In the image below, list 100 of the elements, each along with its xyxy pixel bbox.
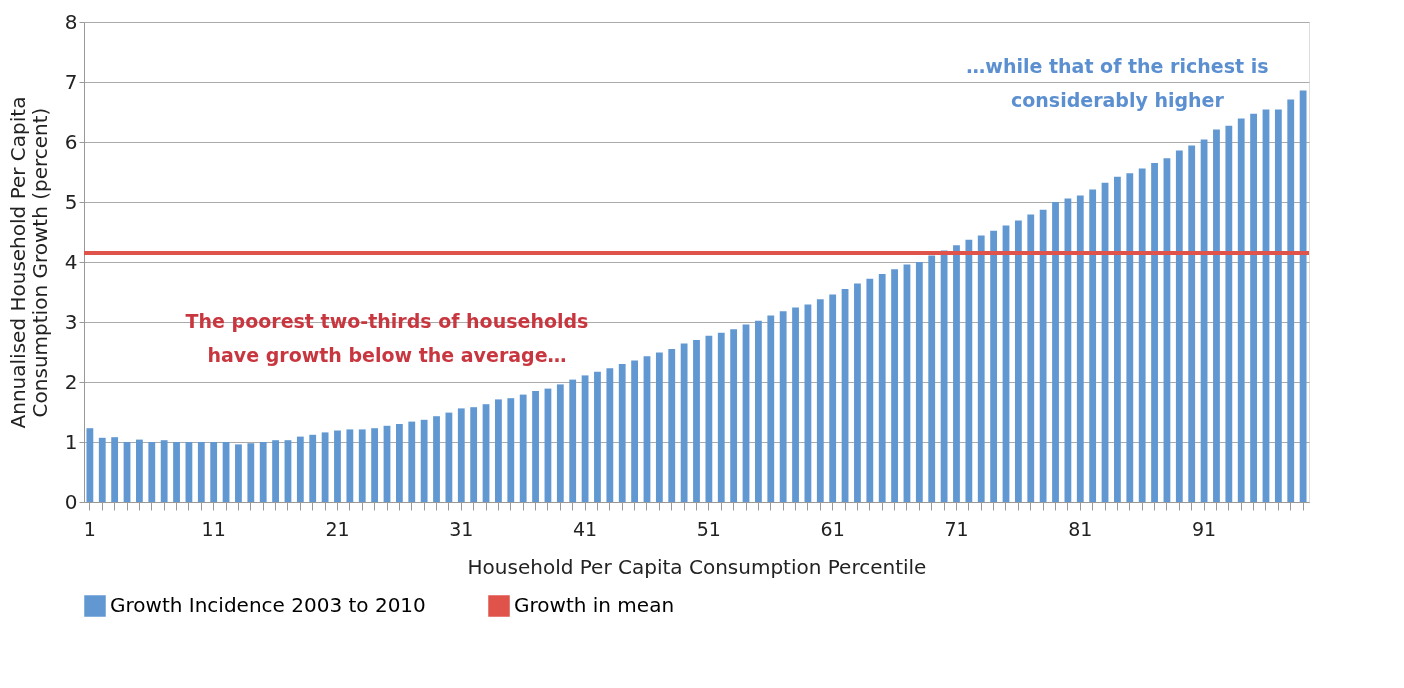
legend-label: Growth Incidence 2003 to 2010 (110, 593, 426, 617)
bar (1138, 168, 1146, 502)
bar (556, 384, 564, 502)
bar (767, 315, 775, 502)
y-axis-title: Annualised Household Per Capita Consumption Growth (percent) (5, 96, 52, 429)
bar (247, 443, 255, 502)
y-tick-label: 1 (64, 429, 78, 454)
bar (433, 416, 440, 502)
bar (829, 294, 837, 502)
bar (965, 239, 973, 502)
bar (197, 442, 205, 502)
y-tick-label: 6 (64, 129, 78, 154)
bar (445, 412, 453, 502)
bar (1287, 99, 1295, 502)
y-tick-label: 5 (64, 189, 78, 214)
y-tick-label: 3 (64, 309, 78, 334)
y-tick-label: 0 (64, 489, 78, 514)
bar (457, 408, 465, 502)
x-tick-label: 21 (325, 517, 350, 540)
bar (1237, 118, 1245, 502)
bar (173, 442, 180, 502)
annotation: The poorest two-thirds of households have growth below the average… (185, 310, 589, 366)
bar (272, 440, 279, 502)
bar (507, 398, 515, 502)
bar (953, 245, 960, 502)
bar (1151, 163, 1158, 502)
bar (854, 283, 861, 502)
bar (136, 439, 143, 502)
bar (259, 442, 267, 502)
x-tick-label: 31 (449, 517, 474, 540)
bar (618, 364, 626, 502)
x-tick-label: 11 (201, 517, 226, 540)
bar (1250, 113, 1257, 502)
bar (210, 442, 218, 502)
y-tick-label: 2 (64, 369, 78, 394)
bar (395, 424, 403, 502)
bar (816, 299, 824, 502)
bar (309, 434, 317, 502)
bar (717, 332, 725, 502)
bar (755, 320, 762, 502)
bar (1213, 129, 1220, 502)
bar (1114, 176, 1121, 502)
bar (1089, 189, 1097, 502)
bar (1175, 150, 1183, 502)
bar (866, 278, 874, 502)
bar (1126, 173, 1134, 502)
bar (98, 437, 106, 502)
bar (346, 429, 354, 502)
bar (321, 432, 329, 502)
bar (730, 329, 738, 502)
x-tick-label: 71 (944, 517, 969, 540)
bar (792, 307, 799, 502)
y-tick-label: 4 (64, 249, 78, 274)
bar (358, 429, 366, 502)
bar (977, 235, 985, 502)
bar (408, 421, 416, 502)
bar (1064, 198, 1072, 502)
y-tick-label: 7 (64, 69, 78, 94)
bar (148, 442, 156, 502)
annotation: …while that of the richest is considerably higher (966, 55, 1269, 111)
bar (1039, 209, 1047, 502)
bar (160, 440, 168, 502)
bar (532, 391, 539, 502)
bar (1027, 214, 1035, 502)
legend-label: Growth in mean (514, 593, 675, 617)
bar (915, 262, 923, 502)
bar (495, 399, 502, 502)
bar (296, 436, 304, 502)
bar (371, 428, 379, 502)
x-tick-label: 41 (572, 517, 598, 540)
y-tick-label: 8 (64, 9, 78, 34)
x-tick-label: 1 (83, 517, 96, 540)
bar (606, 368, 614, 502)
bar (111, 437, 119, 502)
x-tick-label: 81 (1068, 517, 1093, 540)
bar (1299, 90, 1307, 502)
bar (235, 444, 242, 502)
bar (1052, 202, 1059, 502)
bar (1076, 195, 1084, 502)
bar (334, 430, 341, 502)
bar (928, 255, 936, 502)
bar (470, 407, 478, 502)
bar (655, 352, 663, 502)
bar (1014, 220, 1022, 502)
bar (779, 311, 787, 502)
bar (594, 371, 601, 502)
bar (990, 230, 998, 502)
bar (1274, 109, 1282, 502)
bar (680, 343, 688, 502)
bar (668, 349, 676, 502)
bar (878, 274, 886, 502)
bar (891, 269, 898, 502)
bar (519, 394, 527, 502)
x-tick-label: 91 (1191, 517, 1217, 540)
bar (1225, 125, 1233, 502)
x-axis-title: Household Per Capita Consumption Percentile (467, 554, 927, 579)
bar (631, 360, 638, 502)
bar (1188, 145, 1196, 502)
x-tick-label: 51 (696, 517, 721, 540)
bar (86, 428, 94, 502)
